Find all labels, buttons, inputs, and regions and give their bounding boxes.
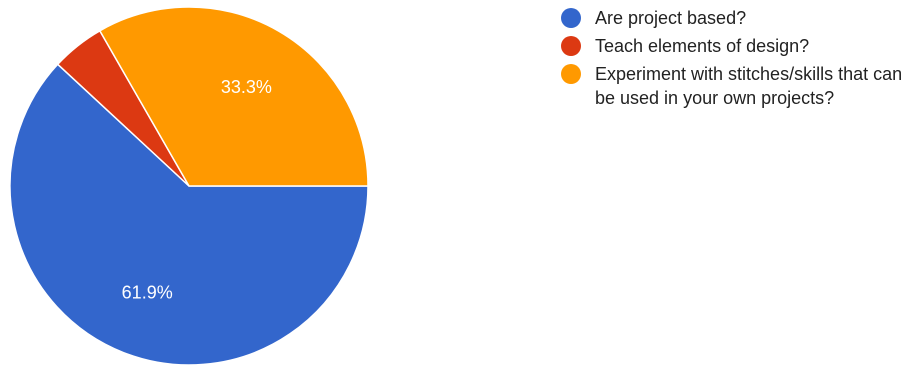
legend: Are project based? Teach elements of des… — [561, 6, 917, 114]
legend-label-experiment-stitches: Experiment with stitches/skills that can… — [595, 64, 903, 108]
legend-swatch-project-based — [561, 8, 581, 28]
legend-item-project-based[interactable]: Are project based? — [561, 6, 917, 30]
pie-slice-label-experiment-stitches: 33.3% — [221, 77, 272, 97]
legend-label-elements-of-design: Teach elements of design? — [595, 36, 810, 56]
pie-slice-label-project-based: 61.9% — [122, 283, 173, 303]
legend-item-elements-of-design[interactable]: Teach elements of design? — [561, 34, 917, 58]
legend-swatch-experiment-stitches — [561, 64, 581, 84]
pie-slice-project-based[interactable] — [9, 63, 369, 366]
pie-slices — [9, 6, 369, 366]
pie-slice-experiment-stitches[interactable] — [98, 6, 369, 187]
legend-label-project-based: Are project based? — [595, 8, 747, 28]
legend-swatch-elements-of-design — [561, 36, 581, 56]
legend-item-experiment-stitches[interactable]: Experiment with stitches/skills that can… — [561, 62, 917, 110]
pie-slice-labels: 61.9% 33.3% — [122, 77, 272, 303]
